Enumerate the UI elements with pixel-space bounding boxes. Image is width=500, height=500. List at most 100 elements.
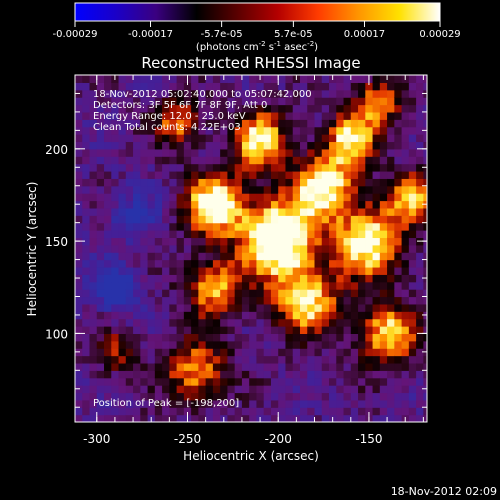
heatmap-cell	[336, 252, 345, 261]
heatmap-cell	[307, 326, 316, 334]
heatmap-cell	[212, 215, 221, 224]
heatmap-cell	[183, 385, 192, 394]
heatmap-cell	[372, 281, 381, 290]
heatmap-cell	[89, 170, 98, 179]
heatmap-cell	[241, 340, 250, 349]
heatmap-cell	[241, 200, 250, 209]
heatmap-cell	[379, 333, 388, 342]
heatmap-cell	[256, 296, 265, 305]
heatmap-cell	[154, 355, 163, 364]
heatmap-cell	[104, 126, 112, 135]
heatmap-cell	[198, 215, 207, 224]
heatmap-cell	[401, 340, 410, 349]
heatmap-cell	[336, 170, 345, 179]
heatmap-cell	[292, 82, 301, 91]
heatmap-cell	[205, 392, 214, 401]
heatmap-cell	[263, 399, 272, 408]
heatmap-cell	[241, 296, 250, 305]
heatmap-cell	[212, 148, 221, 157]
heatmap-cell	[249, 156, 258, 165]
heatmap-cell	[307, 348, 316, 357]
heatmap-cell	[212, 370, 221, 379]
heatmap-cell	[111, 348, 120, 357]
colorbar-tick-label: -0.00029	[53, 29, 98, 40]
heatmap-cell	[96, 163, 105, 172]
heatmap-cell	[379, 414, 388, 422]
heatmap-cell	[140, 222, 149, 231]
heatmap-cell	[299, 303, 308, 312]
heatmap-cell	[183, 97, 192, 106]
heatmap-cell	[263, 141, 272, 150]
heatmap-cell	[140, 340, 149, 349]
heatmap-cell	[183, 244, 192, 253]
heatmap-cell	[416, 215, 424, 224]
heatmap-cell	[205, 156, 214, 165]
heatmap-cell	[278, 340, 287, 349]
info-line-counts: Clean Total counts: 4.22E+03	[93, 122, 241, 133]
heatmap-cell	[278, 370, 287, 379]
heatmap-cell	[423, 355, 427, 364]
heatmap-cell	[329, 111, 337, 120]
heatmap-cell	[227, 215, 236, 224]
heatmap-cell	[270, 355, 279, 364]
heatmap-cell	[111, 185, 120, 194]
heatmap-cell	[299, 252, 308, 261]
heatmap-cell	[220, 333, 229, 342]
heatmap-cell	[147, 399, 156, 408]
heatmap-cell	[111, 392, 120, 401]
heatmap-cell	[307, 340, 316, 349]
heatmap-cell	[147, 193, 156, 202]
heatmap-cell	[358, 281, 366, 290]
heatmap-cell	[96, 170, 105, 179]
heatmap-cell	[198, 170, 207, 179]
heatmap-cell	[416, 348, 424, 357]
heatmap-cell	[183, 237, 192, 246]
heatmap-cell	[89, 326, 98, 334]
heatmap-cell	[314, 266, 323, 275]
heatmap-cell	[416, 193, 424, 202]
heatmap-cell	[227, 178, 236, 187]
heatmap-cell	[111, 207, 120, 216]
heatmap-cell	[176, 82, 185, 91]
heatmap-cell	[256, 89, 265, 98]
heatmap-cell	[307, 230, 316, 239]
heatmap-cell	[176, 399, 185, 408]
heatmap-cell	[372, 340, 381, 349]
heatmap-cell	[82, 289, 91, 298]
heatmap-cell	[307, 89, 316, 98]
heatmap-cell	[220, 289, 229, 298]
heatmap-cell	[423, 111, 427, 120]
heatmap-cell	[416, 104, 424, 113]
heatmap-cell	[212, 163, 221, 172]
heatmap-cell	[394, 97, 403, 106]
heatmap-cell	[234, 281, 243, 290]
heatmap-cell	[140, 104, 149, 113]
heatmap-cell	[314, 222, 323, 231]
heatmap-cell	[401, 296, 410, 305]
heatmap-cell	[82, 163, 91, 172]
heatmap-cell	[401, 259, 410, 268]
heatmap-cell	[133, 244, 141, 253]
heatmap-cell	[75, 134, 83, 143]
heatmap-cell	[249, 385, 258, 394]
heatmap-cell	[321, 311, 330, 320]
heatmap-cell	[118, 97, 127, 106]
heatmap-cell	[89, 126, 98, 135]
heatmap-cell	[133, 104, 141, 113]
heatmap-cell	[198, 230, 207, 239]
heatmap-cell	[321, 126, 330, 135]
heatmap-cell	[75, 296, 83, 305]
heatmap-cell	[140, 303, 149, 312]
heatmap-cell	[292, 170, 301, 179]
heatmap-cell	[227, 237, 236, 246]
heatmap-cell	[104, 399, 112, 408]
heatmap-cell	[292, 244, 301, 253]
heatmap-cell	[154, 111, 163, 120]
heatmap-cell	[285, 274, 294, 283]
heatmap-cell	[162, 340, 170, 349]
heatmap-cell	[125, 207, 134, 216]
heatmap-cell	[416, 134, 424, 143]
heatmap-cell	[133, 252, 141, 261]
heatmap-cell	[285, 215, 294, 224]
heatmap-cell	[104, 296, 112, 305]
